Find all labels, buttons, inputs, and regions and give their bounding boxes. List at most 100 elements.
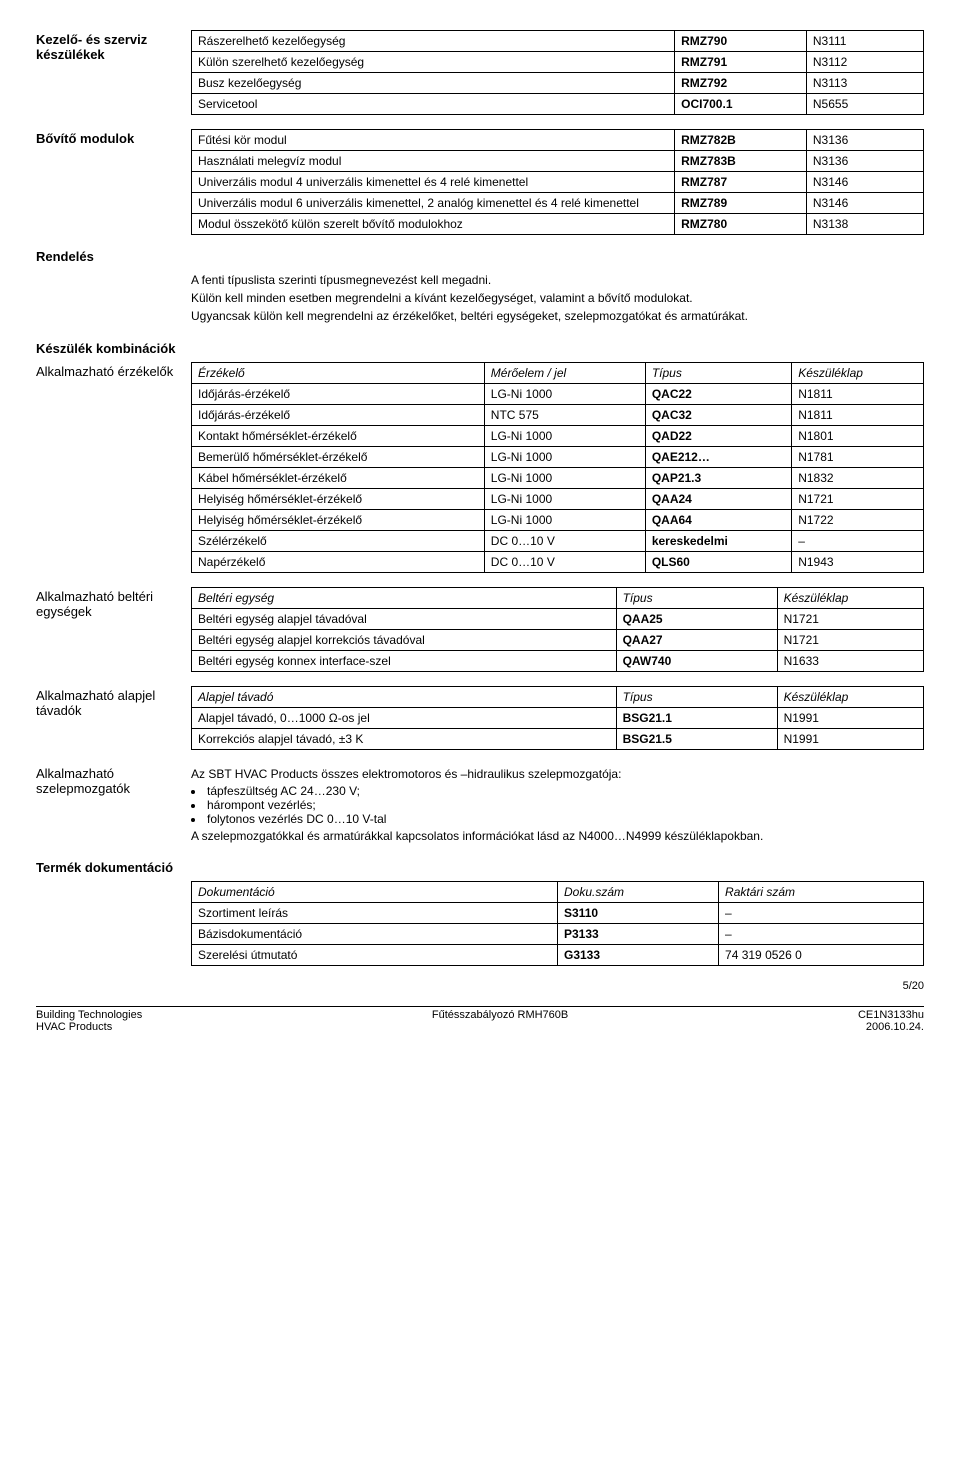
table-row: SzélérzékelőDC 0…10 Vkereskedelmi– [192, 530, 924, 551]
page-footer: Building Technologies HVAC Products Fűté… [36, 1006, 924, 1033]
table-cell: N1722 [792, 509, 924, 530]
table-row: Külön szerelhető kezelőegységRMZ791N3112 [192, 52, 924, 73]
table-cell: RMZ789 [675, 193, 807, 214]
table-header-cell: Típus [616, 587, 777, 608]
section1-table-wrap: Rászerelhető kezelőegységRMZ790N3111Külö… [191, 30, 924, 115]
table-header-cell: Típus [616, 686, 777, 707]
doc-table-wrap: DokumentációDoku.számRaktári szám Szorti… [191, 881, 924, 966]
table-cell: RMZ787 [675, 172, 807, 193]
table-row: Beltéri egység alapjel távadóvalQAA25N17… [192, 608, 924, 629]
table-cell: 74 319 0526 0 [719, 944, 924, 965]
table-header-cell: Dokumentáció [192, 881, 558, 902]
table-cell: N1721 [777, 629, 923, 650]
setpoint-header-row: Alapjel távadóTípusKészüléklap [192, 686, 924, 707]
table-row: Modul összekötő külön szerelt bővítő mod… [192, 214, 924, 235]
table-row: Korrekciós alapjel távadó, ±3 KBSG21.5N1… [192, 728, 924, 749]
table-cell: N1633 [777, 650, 923, 671]
list-item: folytonos vezérlés DC 0…10 V-tal [205, 812, 924, 826]
doc-body: Szortiment leírásS3110–Bázisdokumentáció… [192, 902, 924, 965]
table-row: Bemerülő hőmérséklet-érzékelőLG-Ni 1000Q… [192, 446, 924, 467]
table-cell: DC 0…10 V [484, 530, 645, 551]
indoor-block: Alkalmazható beltéri egységek Beltéri eg… [36, 587, 924, 672]
table-cell: RMZ790 [675, 31, 807, 52]
table-row: Időjárás-érzékelőNTC 575QAC32N1811 [192, 404, 924, 425]
table-cell: N3111 [806, 31, 923, 52]
table-cell: Univerzális modul 6 univerzális kimenett… [192, 193, 675, 214]
table-cell: N1811 [792, 404, 924, 425]
section-bovito: Bővítő modulok Fűtési kör modulRMZ782BN3… [36, 129, 924, 235]
table-row: Időjárás-érzékelőLG-Ni 1000QAC22N1811 [192, 383, 924, 404]
table-cell: P3133 [558, 923, 719, 944]
table-cell: QAE212… [645, 446, 791, 467]
section-label: Kezelő- és szerviz készülékek [36, 30, 191, 62]
table-cell: Beltéri egység alapjel távadóval [192, 608, 617, 629]
table-cell: LG-Ni 1000 [484, 446, 645, 467]
table-cell: QAA25 [616, 608, 777, 629]
rendeles-p3: Ugyancsak külön kell megrendelni az érzé… [191, 308, 924, 324]
doc-header-row: DokumentációDoku.számRaktári szám [192, 881, 924, 902]
table-cell: – [719, 923, 924, 944]
table-cell: N1801 [792, 425, 924, 446]
table-row: Univerzális modul 4 univerzális kimenett… [192, 172, 924, 193]
table-cell: N1832 [792, 467, 924, 488]
table-row: Busz kezelőegységRMZ792N3113 [192, 73, 924, 94]
table-cell: N1781 [792, 446, 924, 467]
footer-left2: HVAC Products [36, 1021, 112, 1033]
sensors-table: ÉrzékelőMérőelem / jelTípusKészüléklap I… [191, 362, 924, 573]
table-cell: N3112 [806, 52, 923, 73]
table-cell: Időjárás-érzékelő [192, 404, 485, 425]
table-header-cell: Doku.szám [558, 881, 719, 902]
table-cell: N1811 [792, 383, 924, 404]
table-row: ServicetoolOCI700.1N5655 [192, 94, 924, 115]
sensors-label: Alkalmazható érzékelők [36, 362, 191, 379]
sensors-block: Alkalmazható érzékelők ÉrzékelőMérőelem … [36, 362, 924, 573]
indoor-table-wrap: Beltéri egységTípusKészüléklap Beltéri e… [191, 587, 924, 672]
table-row: Alapjel távadó, 0…1000 Ω-os jelBSG21.1N1… [192, 707, 924, 728]
actuators-block: Alkalmazható szelepmozgatók Az SBT HVAC … [36, 764, 924, 846]
table-cell: RMZ783B [675, 151, 807, 172]
doc-heading: Termék dokumentáció [36, 860, 924, 875]
table-cell: RMZ792 [675, 73, 807, 94]
setpoint-body: Alapjel távadó, 0…1000 Ω-os jelBSG21.1N1… [192, 707, 924, 749]
actuators-intro: Az SBT HVAC Products összes elektromotor… [191, 766, 924, 782]
table-row: Beltéri egység konnex interface-szelQAW7… [192, 650, 924, 671]
rendeles-text: A fenti típuslista szerinti típusmegneve… [191, 270, 924, 327]
actuators-outro: A szelepmozgatókkal és armatúrákkal kapc… [191, 828, 924, 844]
table-row: Beltéri egység alapjel korrekciós távadó… [192, 629, 924, 650]
table-cell: N1991 [777, 728, 923, 749]
table-row: Használati melegvíz modulRMZ783BN3136 [192, 151, 924, 172]
table-cell: Univerzális modul 4 univerzális kimenett… [192, 172, 675, 193]
section2-table: Fűtési kör modulRMZ782BN3136Használati m… [191, 129, 924, 235]
kombinaciok-heading: Készülék kombinációk [36, 341, 924, 356]
table-cell: N1991 [777, 707, 923, 728]
table-row: Rászerelhető kezelőegységRMZ790N3111 [192, 31, 924, 52]
table-cell: LG-Ni 1000 [484, 425, 645, 446]
table-cell: Bemerülő hőmérséklet-érzékelő [192, 446, 485, 467]
table-header-cell: Raktári szám [719, 881, 924, 902]
table-cell: RMZ791 [675, 52, 807, 73]
section2-body: Fűtési kör modulRMZ782BN3136Használati m… [192, 130, 924, 235]
table-cell: Bázisdokumentáció [192, 923, 558, 944]
table-cell: Korrekciós alapjel távadó, ±3 K [192, 728, 617, 749]
table-row: Kábel hőmérséklet-érzékelőLG-Ni 1000QAP2… [192, 467, 924, 488]
table-cell: Rászerelhető kezelőegység [192, 31, 675, 52]
table-cell: LG-Ni 1000 [484, 488, 645, 509]
table-cell: – [792, 530, 924, 551]
table-row: NapérzékelőDC 0…10 VQLS60N1943 [192, 551, 924, 572]
table-cell: S3110 [558, 902, 719, 923]
indoor-body: Beltéri egység alapjel távadóvalQAA25N17… [192, 608, 924, 671]
indoor-table: Beltéri egységTípusKészüléklap Beltéri e… [191, 587, 924, 672]
rendeles-p2: Külön kell minden esetben megrendelni a … [191, 290, 924, 306]
footer-left: Building Technologies HVAC Products [36, 1009, 142, 1033]
table-cell: kereskedelmi [645, 530, 791, 551]
table-cell: Fűtési kör modul [192, 130, 675, 151]
table-row: Helyiség hőmérséklet-érzékelőLG-Ni 1000Q… [192, 488, 924, 509]
table-cell: Kábel hőmérséklet-érzékelő [192, 467, 485, 488]
table-cell: QAC22 [645, 383, 791, 404]
table-cell: Beltéri egység konnex interface-szel [192, 650, 617, 671]
table-cell: Használati melegvíz modul [192, 151, 675, 172]
table-cell: Helyiség hőmérséklet-érzékelő [192, 509, 485, 530]
table-cell: Kontakt hőmérséklet-érzékelő [192, 425, 485, 446]
section1-table: Rászerelhető kezelőegységRMZ790N3111Külö… [191, 30, 924, 115]
table-header-cell: Típus [645, 362, 791, 383]
